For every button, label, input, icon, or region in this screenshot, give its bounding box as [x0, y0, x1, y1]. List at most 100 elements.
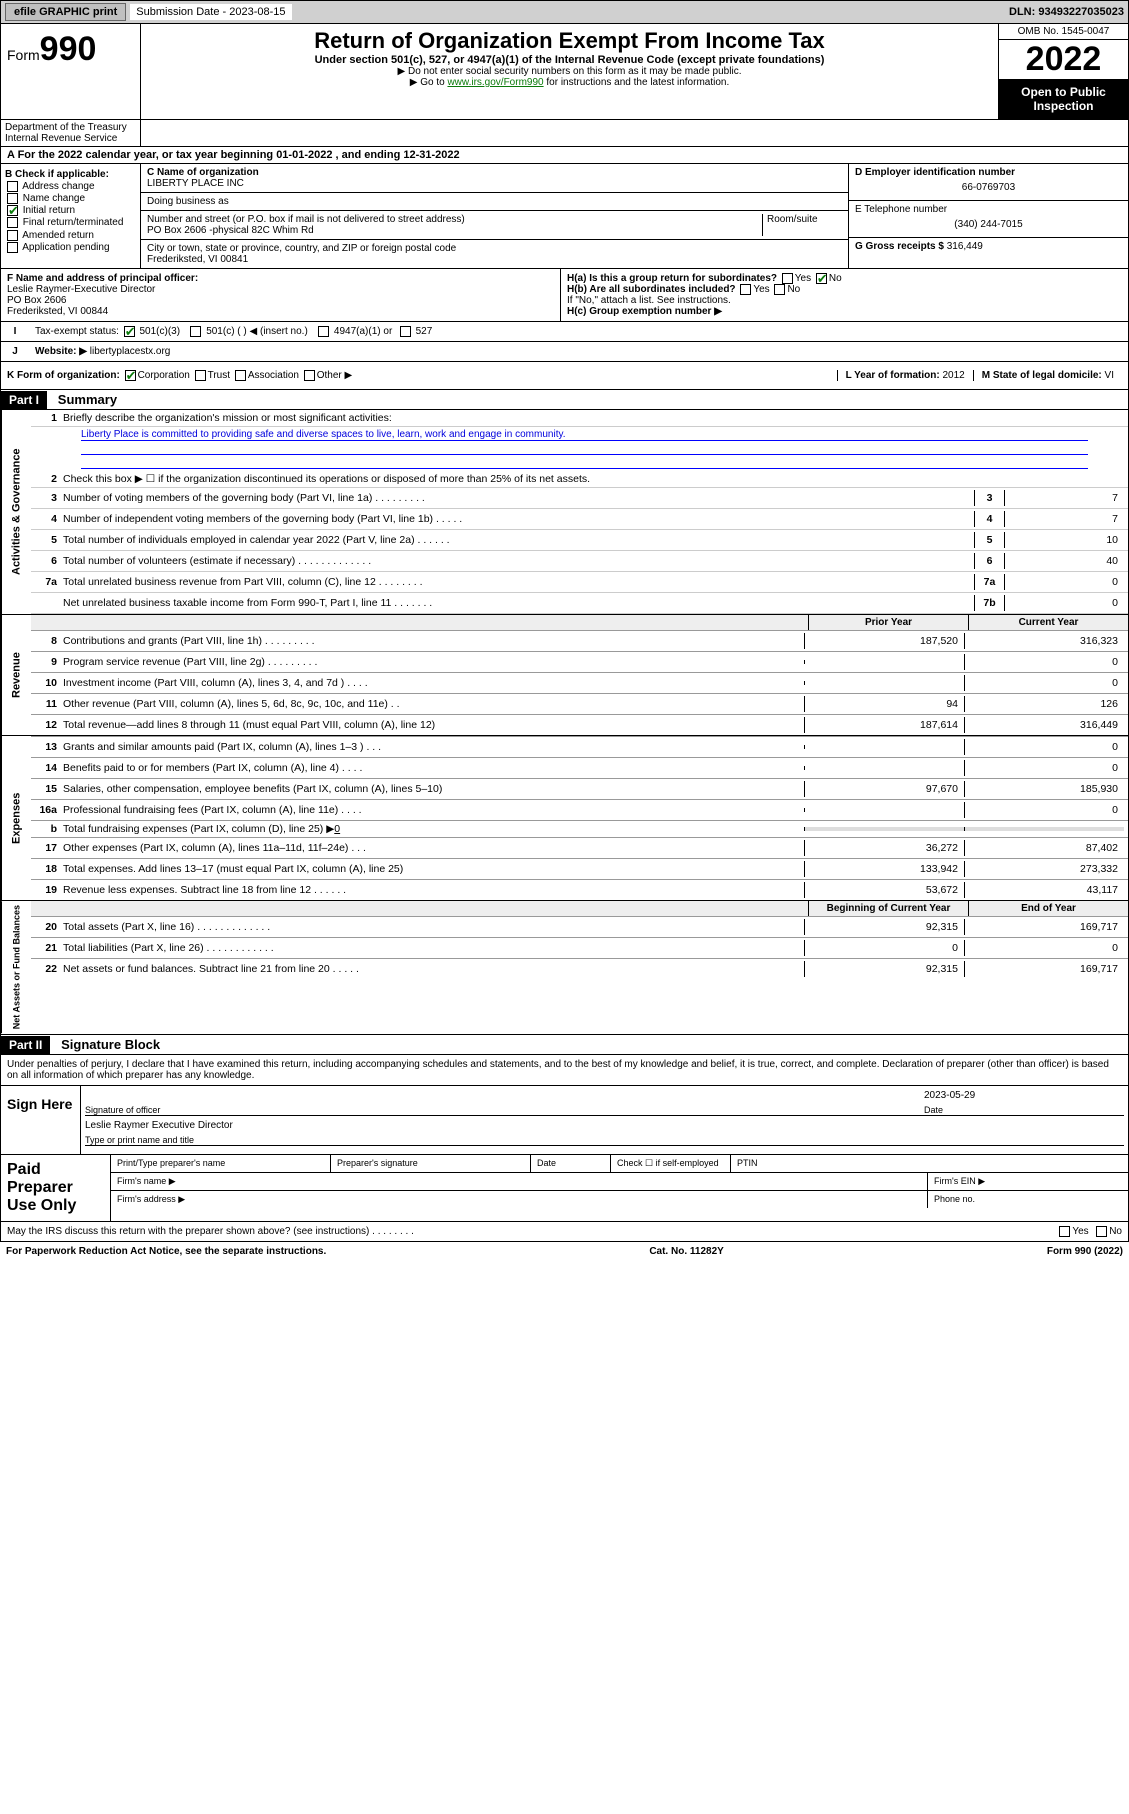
j-label: J [1, 342, 29, 361]
hb-row: H(b) Are all subordinates included? Yes … [567, 284, 1122, 295]
form-word: Form [7, 47, 40, 63]
gross-label: G Gross receipts $ [855, 241, 944, 252]
col-c: C Name of organization LIBERTY PLACE INC… [141, 164, 848, 268]
submission-date: Submission Date - 2023-08-15 [130, 4, 291, 20]
hb-no[interactable] [774, 284, 785, 295]
city-label: City or town, state or province, country… [147, 243, 842, 254]
ha-no[interactable] [816, 273, 827, 284]
form-990: 990 [40, 30, 97, 68]
org-name: LIBERTY PLACE INC [147, 178, 842, 189]
opt-trust: Trust [208, 370, 230, 381]
paid-preparer-row: Paid Preparer Use Only Print/Type prepar… [1, 1154, 1128, 1221]
paid-row3: Firm's address ▶ Phone no. [111, 1191, 1128, 1208]
part2-title: Signature Block [53, 1035, 168, 1054]
net-tab: Net Assets or Fund Balances [1, 901, 31, 1033]
discuss-row: May the IRS discuss this return with the… [0, 1222, 1129, 1242]
irs-label: Internal Revenue Service [5, 133, 136, 144]
rev-tab: Revenue [1, 615, 31, 735]
line-15: 15Salaries, other compensation, employee… [31, 778, 1128, 799]
governance-section: Activities & Governance 1Briefly describ… [0, 410, 1129, 615]
chk-assoc[interactable] [235, 370, 246, 381]
cat-no: Cat. No. 11282Y [649, 1246, 723, 1257]
city-val: Frederiksted, VI 00841 [147, 254, 842, 265]
top-bar: efile GRAPHIC print Submission Date - 20… [0, 0, 1129, 24]
col-d-e: D Employer identification number 66-0769… [848, 164, 1128, 268]
declaration-text: Under penalties of perjury, I declare th… [1, 1055, 1128, 1085]
org-name-row: C Name of organization LIBERTY PLACE INC [141, 164, 848, 193]
chk-final: Final return/terminated [5, 217, 136, 228]
line-13: 13Grants and similar amounts paid (Part … [31, 736, 1128, 757]
chk-amend: Amended return [5, 230, 136, 241]
chk-501c[interactable] [190, 326, 201, 337]
discuss-text: May the IRS discuss this return with the… [7, 1226, 414, 1237]
officer-addr1: PO Box 2606 [7, 295, 554, 306]
hc-label: H(c) Group exemption number ▶ [567, 306, 1122, 317]
sign-here-label: Sign Here [1, 1086, 81, 1154]
room-label: Room/suite [762, 214, 842, 236]
footer-final: For Paperwork Reduction Act Notice, see … [0, 1242, 1129, 1261]
form-header: Form990 Return of Organization Exempt Fr… [0, 24, 1129, 120]
chk-other[interactable] [304, 370, 315, 381]
line-10: 10Investment income (Part VIII, column (… [31, 672, 1128, 693]
tax-year: 2022 [999, 40, 1128, 79]
line-17: 17Other expenses (Part IX, column (A), l… [31, 837, 1128, 858]
hb-yes[interactable] [740, 284, 751, 295]
opt-4947: 4947(a)(1) or [334, 326, 392, 337]
col-b: B Check if applicable: Address change Na… [1, 164, 141, 268]
efile-print-button[interactable]: efile GRAPHIC print [5, 3, 126, 21]
dept-label: Department of the Treasury [5, 122, 136, 133]
line-7a: 7aTotal unrelated business revenue from … [31, 572, 1128, 593]
opt-501c: 501(c) ( ) ◀ (insert no.) [206, 326, 308, 337]
block-b-c-d: B Check if applicable: Address change Na… [0, 164, 1129, 269]
signature-block: Under penalties of perjury, I declare th… [0, 1055, 1129, 1222]
line-12: 12Total revenue—add lines 8 through 11 (… [31, 714, 1128, 735]
net-header: Beginning of Current YearEnd of Year [31, 901, 1128, 916]
gov-tab: Activities & Governance [1, 410, 31, 614]
revenue-section: Revenue Prior YearCurrent Year 8Contribu… [0, 615, 1129, 736]
chk-trust[interactable] [195, 370, 206, 381]
form-number-cell: Form990 [1, 24, 141, 119]
chk-4947[interactable] [318, 326, 329, 337]
chk-527[interactable] [400, 326, 411, 337]
officer-label: F Name and address of principal officer: [7, 273, 554, 284]
sign-here-row: Sign Here 2023-05-29 Signature of office… [1, 1085, 1128, 1154]
irs-link[interactable]: www.irs.gov/Form990 [447, 77, 543, 88]
k-label: K Form of organization: [7, 370, 120, 381]
open-public: Open to Public Inspection [999, 79, 1128, 119]
sig-officer-line: Signature of officerDate [85, 1105, 1124, 1116]
row-f-h: F Name and address of principal officer:… [0, 269, 1129, 322]
paid-row2: Firm's name ▶ Firm's EIN ▶ [111, 1173, 1128, 1191]
mission-text: Liberty Place is committed to providing … [81, 429, 1088, 441]
org-name-label: C Name of organization [147, 167, 842, 178]
city-row: City or town, state or province, country… [141, 240, 848, 268]
mission-blank2 [81, 457, 1088, 469]
website-val: libertyplacestx.org [90, 346, 171, 357]
line-6: 6Total number of volunteers (estimate if… [31, 551, 1128, 572]
netassets-section: Net Assets or Fund Balances Beginning of… [0, 901, 1129, 1034]
opt-corp: Corporation [138, 370, 190, 381]
ein-val: 66-0769703 [855, 178, 1122, 197]
exp-tab: Expenses [1, 736, 31, 900]
line-16b: bTotal fundraising expenses (Part IX, co… [31, 820, 1128, 837]
expenses-section: Expenses 13Grants and similar amounts pa… [0, 736, 1129, 901]
ein-label: D Employer identification number [855, 167, 1122, 178]
row-j: J Website: ▶ libertyplacestx.org [0, 342, 1129, 362]
line-16a: 16aProfessional fundraising fees (Part I… [31, 799, 1128, 820]
discuss-yes[interactable] [1059, 1226, 1070, 1237]
chk-corp[interactable] [125, 370, 136, 381]
ha-yes[interactable] [782, 273, 793, 284]
i-label: I [1, 322, 29, 341]
opt-other: Other ▶ [317, 370, 352, 381]
chk-addr: Address change [5, 181, 136, 192]
line-14: 14Benefits paid to or for members (Part … [31, 757, 1128, 778]
chk-501c3[interactable] [124, 326, 135, 337]
b-header: B Check if applicable: [5, 169, 136, 180]
gross-row: G Gross receipts $ 316,449 [849, 238, 1128, 255]
officer-name: Leslie Raymer-Executive Director [7, 284, 554, 295]
dba-row: Doing business as [141, 193, 848, 211]
dba-label: Doing business as [147, 196, 842, 207]
line-19: 19Revenue less expenses. Subtract line 1… [31, 879, 1128, 900]
discuss-no[interactable] [1096, 1226, 1107, 1237]
l-cell: L Year of formation: 2012 [837, 370, 973, 381]
note-goto: ▶ Go to www.irs.gov/Form990 for instruct… [145, 77, 994, 88]
